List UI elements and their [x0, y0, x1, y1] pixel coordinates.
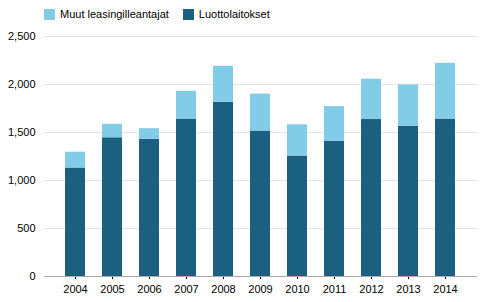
- svg-text:1,500: 1,500: [8, 126, 36, 138]
- svg-text:2011: 2011: [323, 283, 347, 295]
- svg-text:1,000: 1,000: [8, 174, 36, 186]
- svg-text:0: 0: [29, 270, 35, 282]
- svg-text:2005: 2005: [100, 283, 124, 295]
- html-text:Muut leasingilleantajat: Muut leasingilleantajat: [60, 8, 169, 20]
- svg-text:500: 500: [17, 222, 35, 234]
- svg-text:2013: 2013: [396, 283, 420, 295]
- svg-text:2,000: 2,000: [8, 78, 36, 90]
- svg-text:2012: 2012: [359, 283, 383, 295]
- svg-text:2010: 2010: [285, 283, 309, 295]
- svg-text:2007: 2007: [174, 283, 198, 295]
- svg-text:2009: 2009: [248, 283, 272, 295]
- svg-text:2014: 2014: [433, 283, 457, 295]
- svg-text:2008: 2008: [211, 283, 235, 295]
- svg-text:2,500: 2,500: [8, 30, 36, 42]
- svg-text:2006: 2006: [137, 283, 161, 295]
- svg-text:2004: 2004: [63, 283, 87, 295]
- html-text:Luottolaitokset: Luottolaitokset: [198, 8, 270, 20]
